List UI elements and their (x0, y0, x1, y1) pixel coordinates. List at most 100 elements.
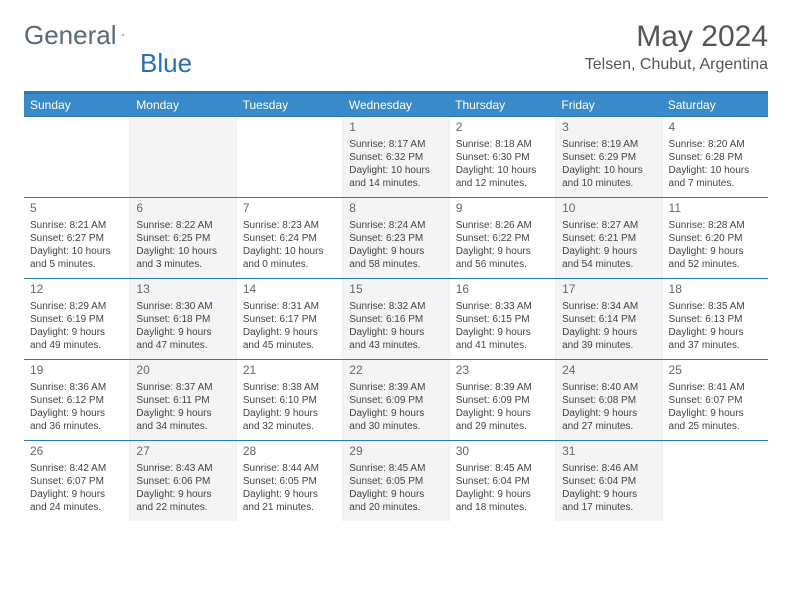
day-cell: 10 Sunrise: 8:27 AMSunset: 6:21 PMDayligh… (556, 198, 662, 278)
day-number: 7 (243, 201, 336, 217)
day-cell: 27Sunrise: 8:43 AMSunset: 6:06 PMDayligh… (130, 441, 236, 521)
day-cell: 31Sunrise: 8:46 AMSunset: 6:04 PMDayligh… (556, 441, 662, 521)
daylight-text: Daylight: 9 hours and 39 minutes. (562, 326, 655, 352)
daylight-text: Daylight: 9 hours and 29 minutes. (456, 407, 549, 433)
daylight-text: Daylight: 10 hours and 0 minutes. (243, 245, 336, 271)
day-number: 6 (136, 201, 229, 217)
day-cell: 30Sunrise: 8:45 AMSunset: 6:04 PMDayligh… (450, 441, 556, 521)
dow-wednesday: Wednesday (343, 94, 449, 116)
day-number: 31 (562, 444, 655, 460)
sunset-text: Sunset: 6:16 PM (349, 313, 442, 326)
day-cell: 28Sunrise: 8:44 AMSunset: 6:05 PMDayligh… (237, 441, 343, 521)
sunset-text: Sunset: 6:13 PM (669, 313, 762, 326)
daylight-text: Daylight: 10 hours and 10 minutes. (562, 164, 655, 190)
day-cell: 2Sunrise: 8:18 AMSunset: 6:30 PMDaylight… (450, 117, 556, 197)
sunset-text: Sunset: 6:09 PM (456, 394, 549, 407)
day-cell: 22Sunrise: 8:39 AMSunset: 6:09 PMDayligh… (343, 360, 449, 440)
sunrise-text: Sunrise: 8:19 AM (562, 138, 655, 151)
daylight-text: Daylight: 9 hours and 54 minutes. (562, 245, 655, 271)
day-cell (130, 117, 236, 197)
day-cell (24, 117, 130, 197)
sunrise-text: Sunrise: 8:28 AM (669, 219, 762, 232)
sunset-text: Sunset: 6:08 PM (562, 394, 655, 407)
sunrise-text: Sunrise: 8:22 AM (136, 219, 229, 232)
sunset-text: Sunset: 6:32 PM (349, 151, 442, 164)
week-row: 19Sunrise: 8:36 AMSunset: 6:12 PMDayligh… (24, 359, 768, 440)
sunrise-text: Sunrise: 8:45 AM (456, 462, 549, 475)
dow-friday: Friday (555, 94, 661, 116)
day-cell: 23Sunrise: 8:39 AMSunset: 6:09 PMDayligh… (450, 360, 556, 440)
day-cell (663, 441, 768, 521)
day-cell: 18Sunrise: 8:35 AMSunset: 6:13 PMDayligh… (663, 279, 768, 359)
sunrise-text: Sunrise: 8:27 AM (562, 219, 655, 232)
sunset-text: Sunset: 6:10 PM (243, 394, 336, 407)
sunrise-text: Sunrise: 8:37 AM (136, 381, 229, 394)
sunset-text: Sunset: 6:11 PM (136, 394, 229, 407)
dow-sunday: Sunday (24, 94, 130, 116)
sunrise-text: Sunrise: 8:30 AM (136, 300, 229, 313)
day-cell: 26Sunrise: 8:42 AMSunset: 6:07 PMDayligh… (24, 441, 130, 521)
sunrise-text: Sunrise: 8:20 AM (669, 138, 762, 151)
sunset-text: Sunset: 6:24 PM (243, 232, 336, 245)
day-cell: 3Sunrise: 8:19 AMSunset: 6:29 PMDaylight… (556, 117, 662, 197)
sunset-text: Sunset: 6:21 PM (562, 232, 655, 245)
day-number: 15 (349, 282, 442, 298)
day-number: 1 (349, 120, 442, 136)
dow-header-row: Sunday Monday Tuesday Wednesday Thursday… (24, 94, 768, 116)
sunrise-text: Sunrise: 8:40 AM (562, 381, 655, 394)
day-number: 4 (669, 120, 762, 136)
daylight-text: Daylight: 9 hours and 20 minutes. (349, 488, 442, 514)
sunrise-text: Sunrise: 8:21 AM (30, 219, 123, 232)
daylight-text: Daylight: 9 hours and 49 minutes. (30, 326, 123, 352)
daylight-text: Daylight: 10 hours and 12 minutes. (456, 164, 549, 190)
sunrise-text: Sunrise: 8:45 AM (349, 462, 442, 475)
sunrise-text: Sunrise: 8:31 AM (243, 300, 336, 313)
day-cell: 12Sunrise: 8:29 AMSunset: 6:19 PMDayligh… (24, 279, 130, 359)
daylight-text: Daylight: 9 hours and 17 minutes. (562, 488, 655, 514)
day-cell: 21Sunrise: 8:38 AMSunset: 6:10 PMDayligh… (237, 360, 343, 440)
day-number: 18 (669, 282, 762, 298)
sunrise-text: Sunrise: 8:32 AM (349, 300, 442, 313)
brand-triangle-icon (121, 24, 125, 44)
sunset-text: Sunset: 6:19 PM (30, 313, 123, 326)
sunset-text: Sunset: 6:05 PM (243, 475, 336, 488)
day-number: 14 (243, 282, 336, 298)
sunrise-text: Sunrise: 8:39 AM (456, 381, 549, 394)
brand-logo: General (24, 20, 145, 51)
week-row: 12Sunrise: 8:29 AMSunset: 6:19 PMDayligh… (24, 278, 768, 359)
sunrise-text: Sunrise: 8:39 AM (349, 381, 442, 394)
day-number: 3 (562, 120, 655, 136)
day-number: 25 (669, 363, 762, 379)
daylight-text: Daylight: 9 hours and 47 minutes. (136, 326, 229, 352)
sunset-text: Sunset: 6:18 PM (136, 313, 229, 326)
daylight-text: Daylight: 9 hours and 34 minutes. (136, 407, 229, 433)
day-cell: 4 Sunrise: 8:20 AMSunset: 6:28 PMDaylight… (663, 117, 768, 197)
daylight-text: Daylight: 9 hours and 41 minutes. (456, 326, 549, 352)
daylight-text: Daylight: 10 hours and 7 minutes. (669, 164, 762, 190)
dow-monday: Monday (130, 94, 236, 116)
day-number: 8 (349, 201, 442, 217)
day-number: 13 (136, 282, 229, 298)
sunset-text: Sunset: 6:12 PM (30, 394, 123, 407)
dow-thursday: Thursday (449, 94, 555, 116)
sunset-text: Sunset: 6:28 PM (669, 151, 762, 164)
day-number: 10 (562, 201, 655, 217)
daylight-text: Daylight: 9 hours and 45 minutes. (243, 326, 336, 352)
daylight-text: Daylight: 9 hours and 32 minutes. (243, 407, 336, 433)
day-number: 30 (456, 444, 549, 460)
day-number: 19 (30, 363, 123, 379)
day-cell: 13 Sunrise: 8:30 AMSunset: 6:18 PMDayligh… (130, 279, 236, 359)
day-number: 16 (456, 282, 549, 298)
sunrise-text: Sunrise: 8:38 AM (243, 381, 336, 394)
day-cell: 1Sunrise: 8:17 AMSunset: 6:32 PMDaylight… (343, 117, 449, 197)
day-number: 20 (136, 363, 229, 379)
day-number: 24 (562, 363, 655, 379)
week-row: 26Sunrise: 8:42 AMSunset: 6:07 PMDayligh… (24, 440, 768, 521)
day-number: 29 (349, 444, 442, 460)
sunset-text: Sunset: 6:14 PM (562, 313, 655, 326)
sunrise-text: Sunrise: 8:35 AM (669, 300, 762, 313)
day-cell (237, 117, 343, 197)
daylight-text: Daylight: 9 hours and 30 minutes. (349, 407, 442, 433)
day-cell: 5Sunrise: 8:21 AMSunset: 6:27 PMDaylight… (24, 198, 130, 278)
sunset-text: Sunset: 6:22 PM (456, 232, 549, 245)
